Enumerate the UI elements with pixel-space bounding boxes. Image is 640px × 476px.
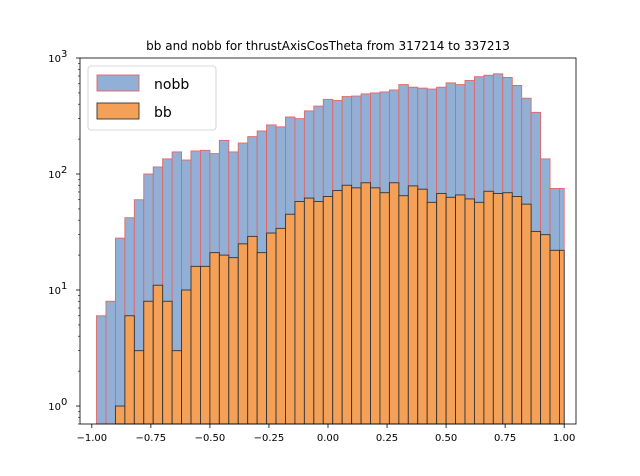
bar-bb-41 xyxy=(483,190,494,425)
y-tick-label-0: 10 xyxy=(48,402,61,413)
bar-bb-2 xyxy=(114,405,126,425)
bar-bb-3 xyxy=(124,315,135,425)
bar-bb-34 xyxy=(417,188,428,425)
bar-bb-47 xyxy=(540,234,551,425)
x-tick-label-8: 1.00 xyxy=(553,433,575,444)
x-tick-label-1: −0.75 xyxy=(136,433,167,444)
bar-bb-38 xyxy=(455,194,466,425)
bar-nobb-0 xyxy=(96,315,107,425)
bar-bb-27 xyxy=(351,187,362,425)
x-tick-label-3: −0.25 xyxy=(254,433,285,444)
bar-bb-8 xyxy=(171,350,183,425)
bar-bb-24 xyxy=(322,196,334,425)
bar-bb-4 xyxy=(133,350,145,425)
x-tick-label-6: 0.50 xyxy=(435,433,457,444)
bar-bb-37 xyxy=(445,196,457,425)
legend-label-bb: bb xyxy=(154,105,172,121)
y-tick-exponent-0: 0 xyxy=(61,397,67,408)
bar-bb-42 xyxy=(492,192,504,425)
bar-bb-22 xyxy=(303,197,315,425)
bar-bb-5 xyxy=(143,300,154,425)
bar-bb-14 xyxy=(228,257,239,425)
bar-bb-29 xyxy=(370,187,381,425)
legend-swatch-nobb xyxy=(96,74,140,92)
x-tick-label-7: 0.75 xyxy=(494,433,516,444)
bar-bb-30 xyxy=(379,192,390,425)
bar-bb-21 xyxy=(294,200,305,425)
bar-bb-39 xyxy=(464,198,475,425)
bar-bb-28 xyxy=(360,182,371,425)
bar-bb-11 xyxy=(200,265,211,425)
legend: nobb bb xyxy=(87,65,217,131)
bar-bb-15 xyxy=(237,243,249,425)
bar-bb-45 xyxy=(521,203,532,425)
bar-bb-13 xyxy=(218,254,230,425)
bar-bb-46 xyxy=(530,230,542,425)
x-tick-label-2: −0.50 xyxy=(195,433,226,444)
bar-nobb-2 xyxy=(114,237,126,425)
bar-bb-10 xyxy=(190,265,201,425)
axes-layer: −1.00 −0.75 −0.50 −0.25 0.00 0.25 0.50 0.75 1.00… xyxy=(48,49,577,444)
bar-bb-23 xyxy=(313,200,324,425)
bar-bb-32 xyxy=(398,195,409,425)
x-tick-label-5: 0.25 xyxy=(376,433,398,444)
y-tick-exponent-1: 1 xyxy=(61,281,67,292)
bar-bb-7 xyxy=(162,300,173,425)
legend-label-nobb: nobb xyxy=(154,77,189,93)
bar-bb-40 xyxy=(473,201,485,425)
bar-bb-44 xyxy=(511,196,523,425)
bar-bb-6 xyxy=(152,284,164,425)
y-tick-label-1: 10 xyxy=(48,286,61,297)
bar-nobb-1 xyxy=(105,300,116,425)
bar-bb-19 xyxy=(275,227,286,425)
bar-bb-26 xyxy=(341,184,353,425)
bar-bb-9 xyxy=(181,289,192,425)
bar-bb-17 xyxy=(256,252,268,425)
bar-bb-49 xyxy=(559,249,565,425)
bar-bb-18 xyxy=(266,232,277,425)
bar-bb-33 xyxy=(407,185,419,425)
y-tick-exponent-2: 2 xyxy=(61,165,67,176)
x-tick-label-0: −1.00 xyxy=(76,433,107,444)
y-tick-label-2: 10 xyxy=(48,170,61,181)
bar-bb-35 xyxy=(426,201,438,425)
bar-bb-20 xyxy=(285,213,296,425)
y-tick-label-3: 10 xyxy=(48,54,61,65)
bar-bb-25 xyxy=(332,190,343,425)
x-tick-label-4: 0.00 xyxy=(317,433,339,444)
bar-bb-43 xyxy=(502,192,513,425)
bar-bb-16 xyxy=(247,235,258,425)
chart-title: bb and nobb for thrustAxisCosTheta from … xyxy=(146,39,510,53)
legend-swatch-bb xyxy=(96,102,140,120)
y-tick-exponent-3: 3 xyxy=(61,49,67,60)
bar-bb-12 xyxy=(209,252,220,425)
bar-bb-31 xyxy=(388,182,400,425)
bar-bb-36 xyxy=(436,192,447,425)
bar-bb-48 xyxy=(549,249,560,425)
